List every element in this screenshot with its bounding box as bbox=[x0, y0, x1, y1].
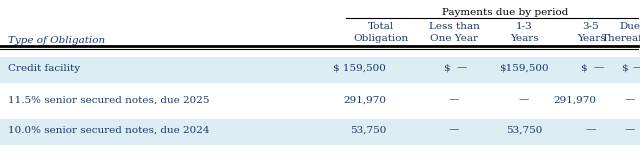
Bar bbox=[0, 119, 640, 145]
Text: 3-5: 3-5 bbox=[582, 22, 600, 31]
Text: 53,750: 53,750 bbox=[349, 126, 386, 134]
Text: —: — bbox=[449, 126, 459, 134]
Text: Type of Obligation: Type of Obligation bbox=[8, 36, 105, 45]
Text: 291,970: 291,970 bbox=[553, 95, 596, 104]
Text: —: — bbox=[633, 63, 640, 72]
Text: —: — bbox=[625, 95, 635, 104]
Text: Years: Years bbox=[509, 34, 538, 43]
Text: Credit facility: Credit facility bbox=[8, 63, 80, 72]
Text: $ 159,500: $ 159,500 bbox=[333, 63, 386, 72]
Text: $: $ bbox=[580, 63, 586, 72]
Text: 53,750: 53,750 bbox=[506, 126, 542, 134]
Text: —: — bbox=[625, 126, 635, 134]
Text: $159,500: $159,500 bbox=[499, 63, 549, 72]
Text: —: — bbox=[449, 95, 459, 104]
Text: Due: Due bbox=[620, 22, 640, 31]
Text: Total: Total bbox=[368, 22, 394, 31]
Text: Obligation: Obligation bbox=[353, 34, 408, 43]
Text: $: $ bbox=[443, 63, 449, 72]
Text: Payments due by period: Payments due by period bbox=[442, 8, 569, 17]
Text: Years: Years bbox=[577, 34, 605, 43]
Text: 1-3: 1-3 bbox=[516, 22, 532, 31]
Text: —: — bbox=[519, 95, 529, 104]
Text: 291,970: 291,970 bbox=[343, 95, 386, 104]
Text: —: — bbox=[594, 63, 604, 72]
Text: Thereafter: Thereafter bbox=[602, 34, 640, 43]
Text: 11.5% senior secured notes, due 2025: 11.5% senior secured notes, due 2025 bbox=[8, 95, 209, 104]
Bar bbox=[0, 57, 640, 83]
Text: $: $ bbox=[621, 63, 627, 72]
Text: One Year: One Year bbox=[430, 34, 478, 43]
Text: —: — bbox=[586, 126, 596, 134]
Text: Less than: Less than bbox=[429, 22, 479, 31]
Text: 10.0% senior secured notes, due 2024: 10.0% senior secured notes, due 2024 bbox=[8, 126, 209, 134]
Text: —: — bbox=[457, 63, 467, 72]
